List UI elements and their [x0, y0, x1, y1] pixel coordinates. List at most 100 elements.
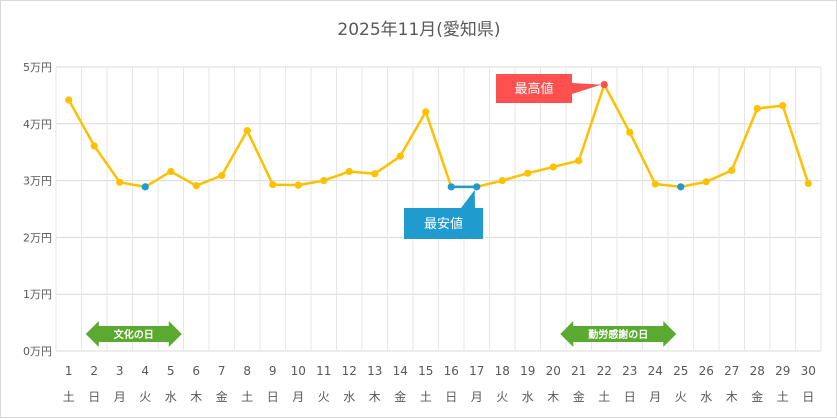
weekday-label: 土	[63, 390, 75, 404]
weekday-label: 水	[700, 390, 712, 404]
data-points	[65, 81, 812, 191]
weekday-label: 土	[598, 390, 610, 404]
min-data-point	[447, 183, 455, 191]
data-point	[243, 127, 251, 135]
weekday-label: 日	[624, 390, 636, 404]
x-tick-label: 13	[367, 364, 382, 378]
weekday-label: 水	[343, 390, 355, 404]
weekday-label: 金	[751, 389, 763, 404]
data-point	[320, 177, 328, 185]
data-point	[294, 181, 302, 189]
x-tick-label: 1	[65, 364, 73, 378]
x-tick-label: 14	[393, 364, 408, 378]
data-point	[116, 178, 124, 186]
x-tick-label: 19	[520, 364, 535, 378]
x-tick-label: 23	[622, 364, 637, 378]
data-point	[779, 102, 787, 110]
max-callout-label: 最高値	[514, 81, 553, 97]
x-tick-label: 11	[316, 364, 331, 378]
weekday-label: 水	[165, 390, 177, 404]
x-tick-label: 6	[192, 364, 200, 378]
weekday-label: 木	[726, 390, 738, 404]
holiday-arrow	[560, 321, 677, 347]
y-axis-ticks: 0万円 1万円 2万円 3万円 4万円 5万円	[23, 61, 52, 358]
weekday-label: 土	[241, 390, 253, 404]
max-callout-box	[496, 74, 602, 103]
data-point	[167, 167, 175, 176]
data-point	[524, 169, 532, 177]
x-tick-label: 16	[444, 364, 459, 378]
x-tick-label: 5	[167, 364, 175, 378]
x-tick-label: 27	[724, 364, 739, 378]
x-tick-label: 22	[597, 364, 612, 378]
x-tick-label: 25	[673, 364, 688, 378]
holiday-label: 勤労感謝の日	[588, 328, 648, 341]
x-tick-label: 28	[750, 364, 765, 378]
x-tick-label: 26	[699, 364, 714, 378]
weekday-label: 火	[496, 390, 508, 404]
x-tick-label: 3	[116, 364, 124, 378]
min-data-point	[677, 183, 685, 191]
data-point	[575, 157, 583, 165]
y-tick-label: 2万円	[23, 231, 52, 244]
weekday-label: 木	[190, 390, 202, 404]
y-tick-label: 4万円	[23, 118, 52, 131]
weekday-label: 木	[369, 390, 381, 404]
y-tick-label: 3万円	[23, 175, 52, 188]
x-tick-label: 24	[648, 364, 663, 378]
y-tick-label: 1万円	[23, 288, 52, 301]
data-point	[728, 166, 736, 174]
x-axis-ticks: 1土2日3月4火5水6木7金8土9日10月11火12水13木14金15土16日1…	[63, 364, 816, 404]
x-tick-label: 8	[243, 364, 251, 378]
weekday-label: 土	[420, 390, 432, 404]
data-point	[396, 152, 404, 160]
x-tick-label: 12	[342, 364, 357, 378]
x-tick-label: 17	[469, 364, 484, 378]
min-data-point	[141, 183, 149, 191]
y-tick-label: 5万円	[23, 61, 52, 74]
data-point	[804, 179, 812, 188]
data-point	[422, 108, 430, 116]
data-point	[90, 142, 98, 150]
weekday-label: 日	[267, 390, 279, 404]
weekday-label: 土	[777, 390, 789, 404]
weekday-label: 月	[114, 390, 126, 404]
x-tick-label: 21	[571, 364, 586, 378]
data-point	[702, 178, 710, 186]
weekday-label: 月	[292, 390, 304, 404]
weekday-label: 金	[216, 389, 228, 404]
data-point	[498, 177, 506, 185]
data-point	[218, 171, 226, 180]
data-point	[549, 163, 557, 171]
weekday-label: 日	[88, 390, 100, 404]
weekday-label: 日	[445, 390, 457, 404]
data-point	[192, 182, 200, 190]
data-point	[753, 104, 761, 113]
data-point	[626, 128, 634, 136]
data-point	[269, 180, 277, 189]
weekday-label: 月	[471, 390, 483, 404]
grid	[55, 66, 822, 352]
x-tick-label: 9	[269, 364, 277, 378]
x-tick-label: 29	[775, 364, 790, 378]
holiday-markers: 文化の日 勤労感謝の日	[85, 321, 677, 347]
weekday-label: 木	[547, 390, 559, 404]
x-tick-label: 20	[546, 364, 561, 378]
x-tick-label: 4	[141, 364, 149, 378]
weekday-label: 日	[802, 390, 814, 404]
x-tick-label: 7	[218, 364, 226, 378]
x-tick-label: 30	[801, 364, 816, 378]
weekday-label: 火	[318, 390, 330, 404]
chart-title: 2025年11月(愛知県)	[337, 20, 500, 40]
weekday-label: 金	[573, 389, 585, 404]
max-data-point	[600, 81, 608, 89]
min-callout-box	[404, 189, 483, 239]
holiday-arrow	[85, 321, 182, 347]
weekday-label: 金	[394, 389, 406, 404]
data-point	[65, 96, 73, 104]
min-data-point	[473, 183, 481, 191]
weekday-label: 月	[649, 390, 661, 404]
